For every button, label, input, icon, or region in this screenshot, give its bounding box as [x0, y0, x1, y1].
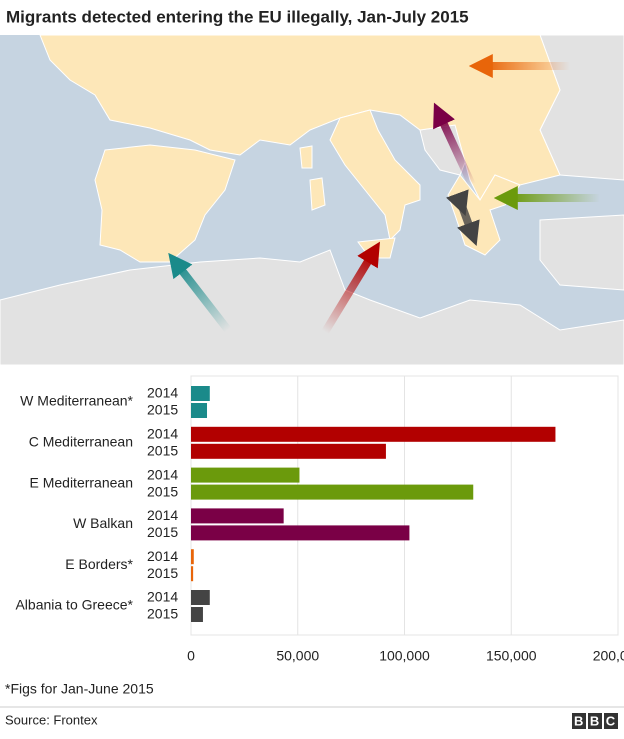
series-label: 2015 [147, 524, 178, 540]
bar [191, 525, 410, 541]
x-tick-label: 0 [187, 648, 195, 664]
bar [191, 549, 194, 565]
series-label: 2015 [147, 565, 178, 581]
series-label: 2014 [147, 426, 178, 442]
bar [191, 484, 474, 500]
bar [191, 467, 300, 483]
bar [191, 590, 210, 605]
brand-logo: BBC [574, 713, 622, 728]
map [0, 35, 624, 365]
bar [191, 443, 386, 459]
series-label: 2015 [147, 606, 178, 622]
source: Source: Frontex [5, 712, 98, 727]
category-label: C Mediterranean [29, 434, 133, 450]
logo-block [604, 713, 618, 729]
x-tick-label: 100,000 [379, 648, 430, 664]
category-label: Albania to Greece* [15, 597, 133, 613]
bar [191, 508, 284, 524]
series-label: 2015 [147, 402, 178, 418]
x-tick-label: 150,000 [486, 648, 537, 664]
category-label: E Mediterranean [29, 474, 133, 490]
series-label: 2014 [147, 507, 178, 523]
series-label: 2015 [147, 443, 178, 459]
chart-title: Migrants detected entering the EU illega… [6, 7, 469, 26]
bar [191, 426, 556, 442]
series-label: 2014 [147, 548, 178, 564]
x-tick-label: 50,000 [276, 648, 319, 664]
logo-block [588, 713, 602, 729]
category-label: W Balkan [73, 515, 133, 531]
series-label: 2014 [147, 589, 178, 605]
category-label: W Mediterranean* [20, 393, 133, 409]
bar [191, 607, 203, 622]
bar [191, 386, 210, 401]
series-label: 2014 [147, 385, 178, 401]
logo-block [572, 713, 586, 729]
series-label: 2014 [147, 466, 178, 482]
bar [191, 566, 194, 582]
footnote: *Figs for Jan-June 2015 [5, 681, 154, 697]
bar [191, 403, 208, 418]
x-tick-label: 200,000 [593, 648, 624, 664]
series-label: 2015 [147, 483, 178, 499]
category-label: E Borders* [65, 556, 133, 572]
